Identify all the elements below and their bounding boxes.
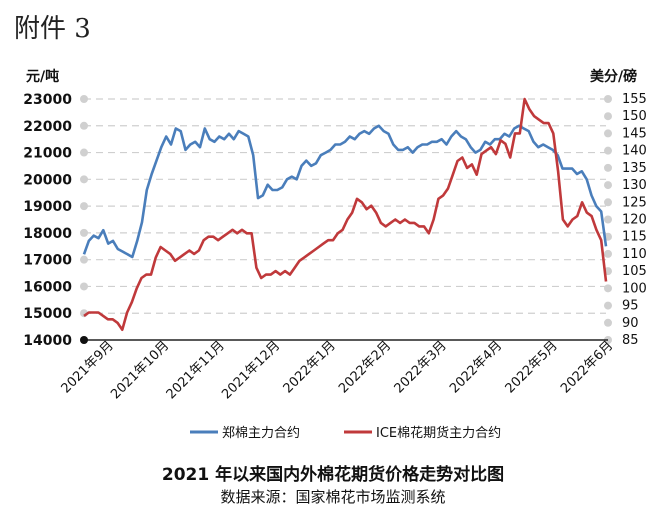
y-left-tick-dot [80, 148, 88, 157]
series-line-ice [83, 97, 608, 332]
y-right-tick-label: 155 [622, 92, 647, 107]
y-right-tick-label: 120 [622, 213, 647, 228]
attachment-label: 附件 3 [14, 14, 91, 44]
y-left-tick-label: 15000 [23, 306, 72, 322]
x-tick-label: 2021年10月 [108, 338, 172, 402]
left-axis-unit: 元/吨 [26, 69, 60, 85]
y-left-tick-dot [80, 282, 88, 291]
series-line-zhengmian [82, 124, 608, 259]
y-left-tick-label: 14000 [23, 333, 72, 349]
y-right-tick-label: 140 [622, 144, 647, 159]
y-right-tick-dot [604, 249, 612, 258]
x-tick-label: 2021年11月 [164, 338, 228, 402]
y-left-tick-label: 22000 [23, 119, 72, 135]
origin-dot [80, 336, 88, 344]
y-right-tick-label: 145 [622, 126, 647, 141]
y-left-tick-dot [80, 175, 88, 184]
y-left-tick-dot [80, 228, 88, 237]
y-right-tick-label: 115 [622, 230, 647, 245]
x-tick-label: 2022年4月 [447, 338, 505, 396]
y-right-tick-dot [604, 95, 612, 103]
y-left-tick-label: 23000 [23, 92, 72, 108]
y-left-tick-dot [80, 202, 88, 211]
y-left-tick-dot [80, 255, 88, 264]
y-right-tick-dot [604, 215, 612, 224]
y-right-tick-dot [604, 301, 612, 310]
y-right-tick-dot [604, 112, 612, 121]
right-axis-unit: 美分/磅 [590, 69, 638, 85]
y-right-tick-label: 90 [622, 316, 639, 331]
x-tick-label: 2022年1月 [281, 338, 339, 396]
y-right-tick-label: 95 [622, 299, 639, 314]
legend-label: 郑棉主力合约 [222, 426, 300, 441]
y-right-tick-dot [604, 163, 612, 172]
y-left-tick-label: 17000 [23, 253, 72, 269]
x-tick-label: 2022年2月 [336, 338, 394, 396]
x-tick-label: 2021年12月 [219, 338, 283, 402]
y-left-tick-dot [80, 121, 88, 130]
y-right-tick-dot [604, 129, 612, 138]
x-tick-label: 2022年3月 [392, 338, 450, 396]
x-tick-label: 2022年5月 [503, 338, 561, 396]
y-left-tick-label: 19000 [23, 199, 72, 215]
y-right-tick-label: 85 [622, 333, 639, 348]
y-right-tick-label: 135 [622, 161, 647, 176]
y-right-tick-label: 105 [622, 264, 647, 279]
y-right-tick-dot [604, 318, 612, 327]
y-left-tick-label: 20000 [23, 172, 72, 188]
legend-label: ICE棉花期货主力合约 [376, 425, 501, 441]
y-right-tick-label: 150 [622, 109, 647, 124]
y-left-tick-dot [80, 95, 88, 103]
y-right-tick-dot [604, 198, 612, 207]
y-right-tick-label: 130 [622, 178, 647, 193]
y-left-tick-label: 18000 [23, 226, 72, 242]
chart-title: 2021 年以来国内外棉花期货价格走势对比图 [161, 465, 505, 485]
y-right-tick-label: 110 [622, 247, 647, 262]
y-left-tick-label: 21000 [23, 146, 72, 162]
y-left-tick-label: 16000 [23, 279, 72, 295]
y-right-tick-label: 100 [622, 281, 647, 296]
y-right-tick-label: 125 [622, 195, 647, 210]
chart-subtitle: 数据来源：国家棉花市场监测系统 [220, 488, 446, 506]
x-tick-label: 2022年6月 [558, 338, 616, 396]
y-right-tick-dot [604, 284, 612, 293]
y-right-tick-dot [604, 181, 612, 190]
y-right-tick-dot [604, 146, 612, 155]
